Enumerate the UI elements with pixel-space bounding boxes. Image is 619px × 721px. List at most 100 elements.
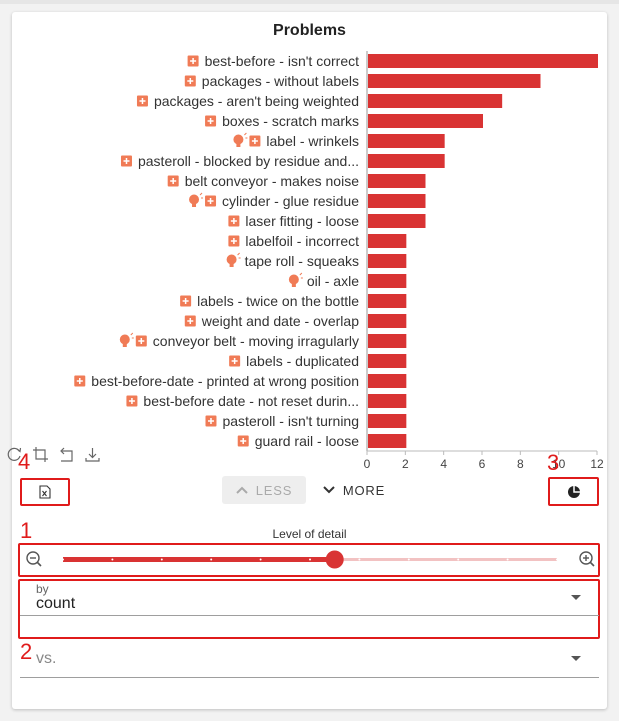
- pie-chart-toggle-button[interactable]: [548, 477, 599, 506]
- x-tick-label: 4: [440, 457, 447, 471]
- zoom-in-icon[interactable]: [579, 551, 595, 567]
- lightbulb-icon[interactable]: [119, 332, 134, 347]
- problems-card: Problems: [12, 12, 607, 709]
- bar[interactable]: [368, 134, 445, 148]
- bar[interactable]: [368, 314, 407, 328]
- excel-export-button[interactable]: [20, 478, 70, 506]
- plus-icon[interactable]: [205, 195, 217, 207]
- bar[interactable]: [368, 94, 503, 108]
- category-label: labels - twice on the bottle: [197, 293, 359, 309]
- category-label: pasteroll - isn't turning: [222, 413, 359, 429]
- level-of-detail-label: Level of detail: [272, 527, 347, 541]
- less-button[interactable]: LESS: [222, 476, 306, 504]
- category-label: packages - aren't being weighted: [154, 93, 359, 109]
- plus-icon[interactable]: [120, 155, 132, 167]
- plus-icon[interactable]: [74, 375, 86, 387]
- less-button-label: LESS: [255, 482, 293, 498]
- plus-icon[interactable]: [126, 395, 138, 407]
- category-label: pasteroll - blocked by residue and...: [138, 153, 359, 169]
- slider-step-mark: [407, 558, 410, 561]
- category-label: boxes - scratch marks: [222, 113, 359, 129]
- bar[interactable]: [368, 54, 598, 68]
- chart-toolbar: [6, 446, 101, 463]
- category-label: packages - without labels: [202, 73, 359, 89]
- plus-icon[interactable]: [136, 95, 148, 107]
- slider-step-mark: [160, 558, 163, 561]
- category-label: weight and date - overlap: [201, 313, 359, 329]
- x-tick-label: 10: [552, 457, 566, 471]
- slider-track-fill: [63, 557, 335, 562]
- plus-icon[interactable]: [205, 415, 217, 427]
- bar[interactable]: [368, 414, 407, 428]
- bar[interactable]: [368, 254, 407, 268]
- x-tick-label: 12: [590, 457, 604, 471]
- bar[interactable]: [368, 374, 407, 388]
- reset-zoom-icon[interactable]: [6, 446, 23, 463]
- slider-step-mark: [62, 558, 64, 561]
- category-label: guard rail - loose: [255, 433, 359, 449]
- bar[interactable]: [368, 74, 541, 88]
- plus-icon[interactable]: [228, 215, 240, 227]
- category-label: oil - axle: [307, 273, 359, 289]
- annotation-number-1: 1: [20, 518, 33, 543]
- chevron-up-icon: [236, 486, 248, 494]
- bar[interactable]: [368, 114, 483, 128]
- lightbulb-icon[interactable]: [233, 132, 248, 147]
- plus-icon[interactable]: [135, 335, 147, 347]
- category-label: labelfoil - incorrect: [245, 233, 359, 249]
- zoom-out-icon[interactable]: [26, 551, 42, 567]
- bar[interactable]: [368, 234, 407, 248]
- plus-icon[interactable]: [237, 435, 249, 447]
- plus-icon[interactable]: [167, 175, 179, 187]
- bar[interactable]: [368, 354, 407, 368]
- vs-select[interactable]: vs.: [20, 640, 599, 678]
- level-of-detail-slider[interactable]: [20, 545, 598, 575]
- grouping-fields-box: [18, 579, 600, 639]
- more-button[interactable]: MORE: [318, 476, 390, 504]
- slider-step-mark: [210, 558, 213, 561]
- plus-icon[interactable]: [180, 295, 192, 307]
- plus-icon[interactable]: [228, 235, 240, 247]
- bar[interactable]: [368, 434, 407, 448]
- category-label: belt conveyor - makes noise: [185, 173, 360, 189]
- bar[interactable]: [368, 394, 407, 408]
- category-label: label - wrinkels: [266, 133, 359, 149]
- plus-icon[interactable]: [187, 55, 199, 67]
- slider-step-mark: [506, 558, 509, 561]
- plus-icon[interactable]: [229, 355, 241, 367]
- lightbulb-icon[interactable]: [226, 252, 241, 267]
- bar[interactable]: [368, 274, 407, 288]
- crop-icon[interactable]: [32, 446, 49, 463]
- annotation-number-4: 4: [18, 449, 31, 474]
- x-tick-label: 8: [517, 457, 524, 471]
- slider-step-mark: [309, 558, 311, 561]
- top-bar: [0, 0, 619, 4]
- problems-bar-chart: best-before - isn't correct packages - wi…: [74, 51, 604, 471]
- download-icon[interactable]: [84, 446, 101, 463]
- bar[interactable]: [368, 214, 426, 228]
- dropdown-arrow-icon: [571, 595, 581, 600]
- slider-step-mark: [556, 558, 558, 561]
- by-value: count: [36, 595, 76, 612]
- category-label: tape roll - squeaks: [245, 253, 359, 269]
- undo-icon[interactable]: [58, 446, 75, 463]
- slider-step-mark: [457, 558, 460, 561]
- plus-icon[interactable]: [184, 75, 196, 87]
- category-label: best-before date - not reset durin...: [143, 393, 359, 409]
- x-tick-label: 0: [364, 457, 371, 471]
- by-select[interactable]: by count: [20, 580, 599, 616]
- plus-icon[interactable]: [205, 115, 217, 127]
- bar[interactable]: [368, 334, 407, 348]
- lightbulb-icon[interactable]: [288, 272, 303, 287]
- excel-file-icon: [39, 485, 51, 499]
- bar[interactable]: [368, 194, 426, 208]
- vs-placeholder: vs.: [36, 650, 57, 667]
- slider-thumb[interactable]: [325, 550, 344, 569]
- slider-step-mark: [358, 558, 361, 561]
- lightbulb-icon[interactable]: [189, 192, 204, 207]
- bar[interactable]: [368, 154, 445, 168]
- bar[interactable]: [368, 174, 426, 188]
- plus-icon[interactable]: [249, 135, 261, 147]
- bar[interactable]: [368, 294, 407, 308]
- plus-icon[interactable]: [184, 315, 196, 327]
